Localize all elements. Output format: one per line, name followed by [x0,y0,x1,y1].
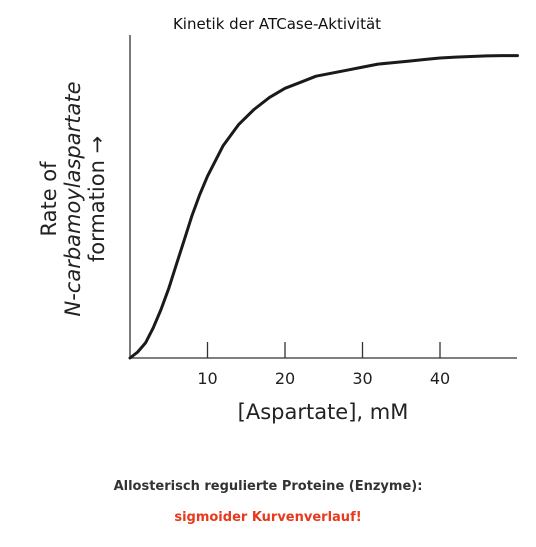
x-tick-label: 30 [352,369,372,388]
series-line [128,54,519,360]
y-axis-label-line-1: Rate of [37,161,61,237]
y-axis-label: Rate of N-carbamoylaspartate formation → [37,82,109,317]
x-axis-label: [Aspartate], mM [238,400,409,424]
x-tick-label: 40 [430,369,450,388]
x-tick-label: 20 [275,369,295,388]
caption-allosteric: Allosterisch regulierte Proteine (Enzyme… [113,479,423,494]
caption-sigmoid: sigmoider Kurvenverlauf! [174,510,362,525]
y-axis-label-line-3: formation → [85,136,109,262]
chart-title: Kinetik der ATCase-Aktivität [173,15,381,33]
x-tick-label: 10 [197,369,217,388]
y-axis-label-line-2: N-carbamoylaspartate [61,82,85,317]
chart: Kinetik der ATCase-Aktivität 10 20 30 40 [A… [37,15,519,424]
x-ticks: 10 20 30 40 [197,342,450,388]
